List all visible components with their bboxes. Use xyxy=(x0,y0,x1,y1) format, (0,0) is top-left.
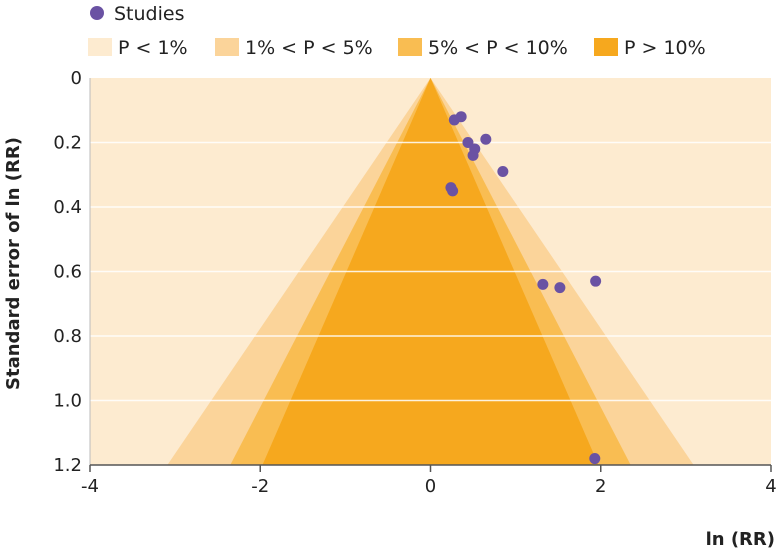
study-point xyxy=(590,275,602,287)
x-tick-label: 4 xyxy=(765,476,776,497)
study-point xyxy=(537,278,549,290)
study-point xyxy=(497,166,509,178)
study-point xyxy=(589,453,601,465)
study-point xyxy=(447,185,459,197)
legend-label-region: 1% < P < 5% xyxy=(245,37,373,59)
legend-swatch-region xyxy=(88,38,112,56)
study-point xyxy=(467,149,479,161)
y-tick-label: 0.8 xyxy=(53,326,82,347)
study-point xyxy=(480,133,492,145)
plot-area xyxy=(90,78,771,465)
legend: Studies P < 1% 1% < P < 5% 5% < P < 10% P > … xyxy=(88,3,706,59)
legend-swatch-region xyxy=(398,38,422,56)
study-point xyxy=(554,282,566,294)
x-tick-label: 0 xyxy=(425,476,436,497)
x-tick-label: -4 xyxy=(81,476,99,497)
y-tick-label: 1.2 xyxy=(53,455,82,476)
legend-marker-studies xyxy=(90,6,104,20)
y-axis-title: Standard error of ln (RR) xyxy=(3,137,24,390)
axes: -4 -2 0 2 4 0 0.2 0.4 0.6 0.8 1.0 1.2 ln (RR) Standar… xyxy=(3,68,777,550)
y-tick-label: 0.2 xyxy=(53,133,82,154)
y-tick-label: 0.4 xyxy=(53,197,82,218)
y-tick-label: 0.6 xyxy=(53,262,82,283)
y-tick-label: 0 xyxy=(71,68,82,89)
x-tick-label: -2 xyxy=(251,476,269,497)
legend-label-region: P < 1% xyxy=(118,37,188,59)
x-axis-title: ln (RR) xyxy=(706,529,775,550)
legend-label-region: P > 10% xyxy=(624,37,706,59)
legend-label-region: 5% < P < 10% xyxy=(428,37,568,59)
study-point xyxy=(455,111,467,123)
legend-swatch-region xyxy=(594,38,618,56)
x-tick-label: 2 xyxy=(595,476,606,497)
y-tick-label: 1.0 xyxy=(53,391,82,412)
legend-swatch-region xyxy=(215,38,239,56)
legend-label-studies: Studies xyxy=(114,3,184,25)
